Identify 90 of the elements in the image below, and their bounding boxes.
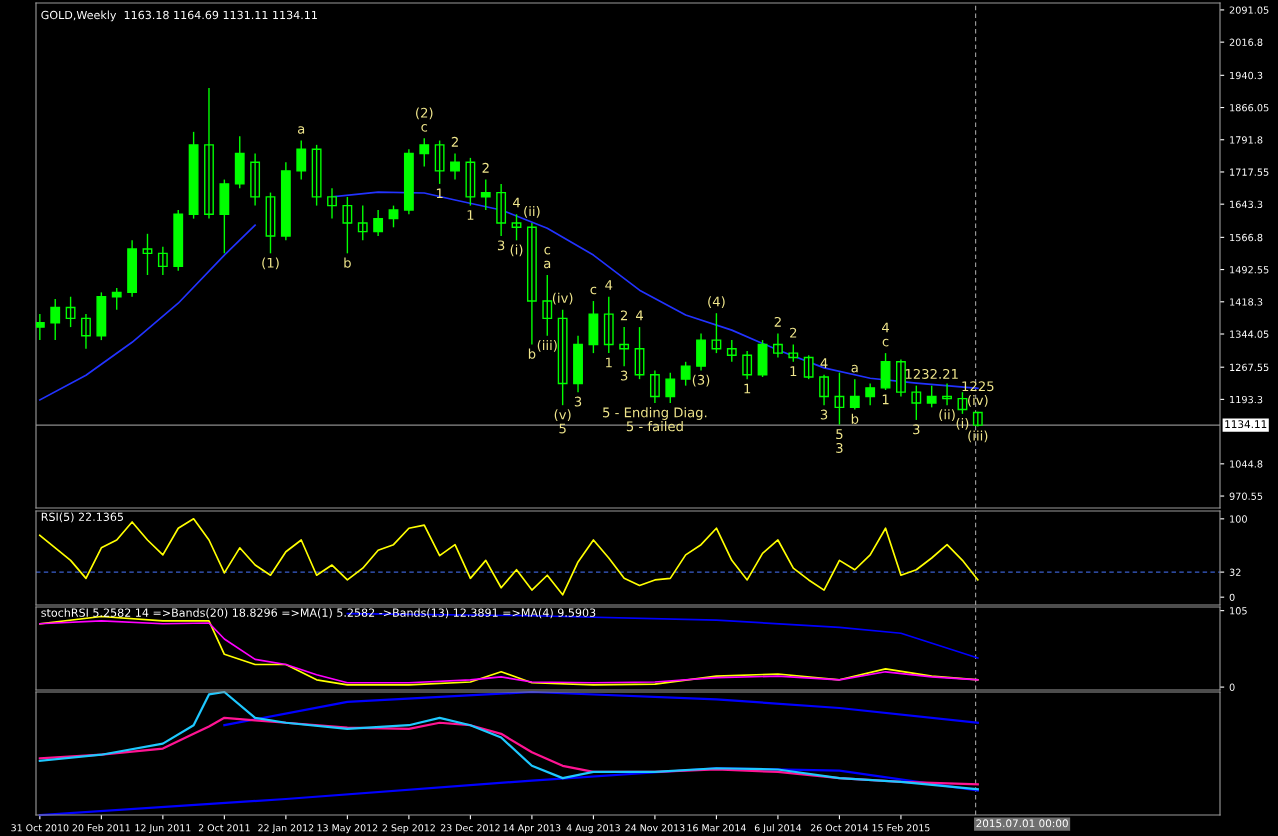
annotation: (iv): [552, 292, 573, 305]
annotation: 5 - failed: [626, 421, 683, 432]
annotation: (2): [416, 107, 433, 120]
x-tick-label: 12 Jun 2011: [135, 824, 191, 834]
y-tick-label: 0: [1229, 683, 1235, 691]
y-tick-label: 2016.8: [1229, 38, 1263, 46]
ref-line-label: 1134.11: [1225, 420, 1267, 429]
annotation: b: [344, 257, 351, 268]
annotation: (3): [692, 374, 710, 387]
annotation: 1: [606, 357, 612, 368]
x-tick-label: 31 Oct 2010: [11, 824, 69, 832]
annotation: 2: [482, 162, 489, 173]
y-tick-label: 1791.8: [1230, 136, 1263, 144]
annotation: 5: [559, 423, 566, 434]
y-tick-label: 32: [1229, 568, 1241, 576]
annotation: 5: [836, 429, 843, 440]
annotation: 4: [882, 322, 890, 333]
annotation: 2: [620, 310, 628, 321]
annotation: 4: [635, 310, 643, 321]
x-tick-label: 16 Mar 2014: [687, 824, 746, 832]
x-tick-label: 6 Jul 2014: [754, 824, 802, 834]
annotation: (4): [708, 296, 725, 309]
y-tick-label: 1344.05: [1230, 330, 1269, 338]
ref-line-label: 2015.07.01 00:00: [976, 819, 1068, 828]
y-tick-label: 1492.55: [1230, 266, 1269, 274]
annotation: (i): [510, 244, 523, 257]
annotation: 5 - Ending Diag.: [603, 407, 707, 420]
y-tick-label: 2091.05: [1229, 6, 1269, 14]
x-tick-label: 14 Apr 2013: [503, 824, 561, 834]
x-tick-label: 22 Jan 2012: [258, 824, 314, 834]
y-tick-label: 105: [1230, 607, 1247, 615]
annotation: c: [544, 246, 551, 255]
annotation: a: [544, 260, 551, 269]
annotation: 3: [820, 409, 828, 420]
annotation: 1232.21: [905, 368, 958, 379]
annotation: (iii): [968, 430, 988, 443]
annotation: 1: [882, 394, 889, 405]
annotation: (i): [956, 418, 969, 430]
y-tick-label: 1044.8: [1230, 460, 1263, 468]
annotation: (1): [262, 257, 279, 270]
y-tick-label: 1717.55: [1230, 168, 1269, 176]
annotation: 1: [436, 188, 443, 199]
annotation: (ii): [939, 409, 955, 422]
y-tick-label: 970.55: [1229, 492, 1263, 500]
annotation: c: [421, 124, 428, 132]
annotation: (ii): [524, 206, 540, 218]
annotation: 4: [820, 358, 828, 368]
y-tick-label: 1193.3: [1230, 395, 1263, 404]
text: GOLD,Weekly 1163.18 1164.69 1131.11 1134.11: [41, 10, 317, 22]
annotation: (v): [554, 409, 571, 422]
x-tick-label: 2 Sep 2012: [382, 824, 435, 834]
annotation: 3: [913, 424, 920, 435]
annotation: 1225: [962, 381, 994, 392]
y-tick-label: 1566.8: [1230, 233, 1263, 242]
annotation: 3: [836, 442, 843, 453]
annotation: 1: [744, 383, 751, 394]
annotation: 1: [790, 366, 797, 376]
x-tick-label: 26 Oct 2014: [810, 824, 869, 832]
annotation: 4: [605, 280, 613, 290]
y-tick-label: 1643.3: [1230, 200, 1263, 209]
annotation: 4: [512, 197, 520, 208]
x-tick-label: 24 Nov 2013: [625, 824, 685, 832]
annotation: b: [851, 413, 859, 424]
x-tick-label: 23 Dec 2012: [440, 824, 500, 832]
annotation: 3: [497, 240, 505, 251]
x-tick-label: 20 Feb 2011: [72, 824, 130, 832]
y-tick-label: 1418.3: [1230, 298, 1263, 306]
annotation: 3: [574, 396, 582, 407]
x-tick-label: 13 May 2012: [317, 824, 378, 834]
annotation: b: [528, 348, 536, 359]
annotation: a: [298, 126, 305, 134]
annotation: 1: [467, 210, 474, 220]
annotation: a: [851, 364, 858, 373]
x-tick-label: 15 Feb 2015: [872, 824, 930, 832]
chart-title: RSI(5) 22.1365: [41, 512, 124, 523]
annotation: 3: [620, 370, 628, 381]
y-tick-label: 0: [1229, 593, 1235, 601]
annotation: 2: [451, 136, 458, 147]
y-tick-label: 1940.3: [1230, 71, 1263, 80]
annotation: c: [590, 286, 597, 295]
annotation: c: [882, 338, 889, 347]
x-tick-label: 2 Oct 2011: [198, 824, 250, 832]
annotation: (iii): [537, 339, 557, 352]
y-tick-label: 100: [1230, 515, 1247, 523]
annotation: 2: [774, 316, 781, 327]
y-tick-label: 1866.05: [1230, 104, 1269, 112]
annotation: (iv): [968, 394, 988, 407]
y-tick-label: 1267.55: [1230, 363, 1269, 372]
annotation: 2: [790, 327, 797, 338]
x-tick-label: 4 Aug 2013: [566, 824, 620, 834]
